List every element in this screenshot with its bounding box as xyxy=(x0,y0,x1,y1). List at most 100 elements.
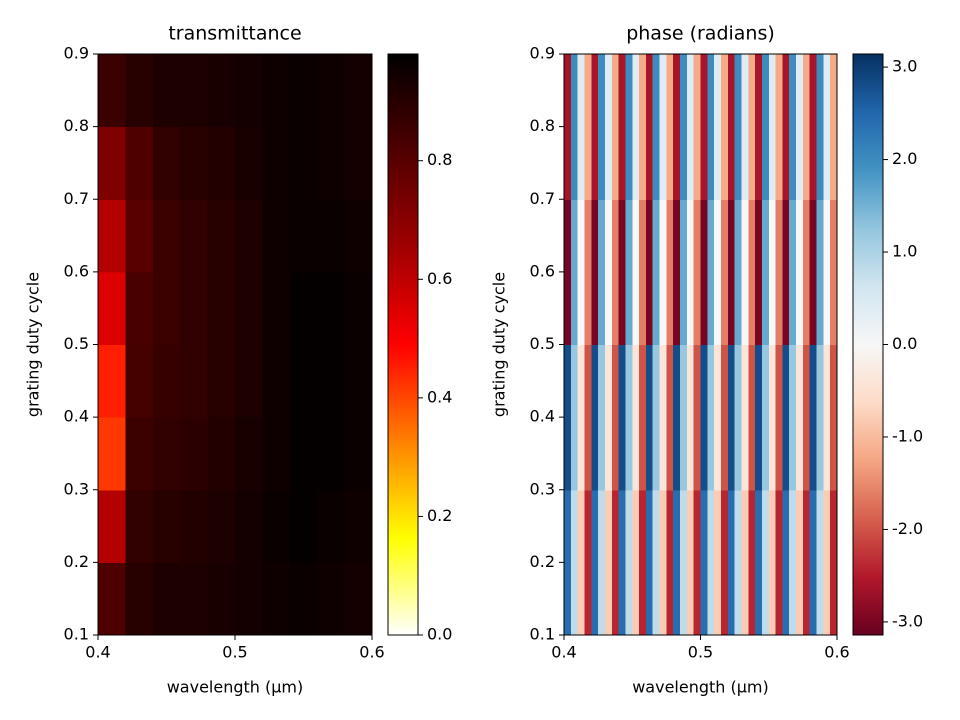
heatmap-cell xyxy=(830,489,838,636)
heatmap-cell xyxy=(700,54,708,200)
heatmap-cell xyxy=(809,344,818,491)
heatmap-cell xyxy=(768,489,777,636)
heatmap-cell xyxy=(570,199,579,346)
heatmap-cell xyxy=(344,489,373,563)
heatmap-cell xyxy=(816,54,824,200)
y-tick-label: 0.7 xyxy=(530,189,555,208)
heatmap-cell xyxy=(577,54,586,200)
heatmap-cell xyxy=(666,199,674,346)
heatmap-cell xyxy=(782,489,790,636)
heatmap-cell xyxy=(639,199,647,346)
heatmap-cell xyxy=(680,54,688,200)
colorbar xyxy=(852,53,884,636)
heatmap-cell xyxy=(235,271,263,346)
heatmap-cell xyxy=(734,344,743,491)
heatmap-cell xyxy=(584,489,592,636)
heatmap-cell xyxy=(207,126,236,200)
heatmap-cell xyxy=(604,54,613,200)
heatmap-cell xyxy=(652,199,661,346)
y-tick-label: 0.8 xyxy=(64,116,89,135)
heatmap-cell xyxy=(659,489,667,636)
heatmap-cell xyxy=(564,489,572,636)
heatmap-cell xyxy=(125,126,154,200)
heatmap-cell xyxy=(720,489,729,636)
heatmap-cell xyxy=(598,489,606,636)
heatmap-cell xyxy=(180,489,209,563)
heatmap-cell xyxy=(180,271,209,346)
heatmap-cell xyxy=(235,199,263,273)
heatmap-cell xyxy=(686,199,695,346)
heatmap-cell xyxy=(741,344,749,491)
heatmap-cell xyxy=(262,489,291,563)
colorbar-tick-label: 0.0 xyxy=(892,334,917,353)
heatmap-cell xyxy=(152,126,181,200)
heatmap-cell xyxy=(604,199,613,346)
heatmap-cell xyxy=(235,126,263,200)
heatmap-cell xyxy=(152,417,181,491)
heatmap-cell xyxy=(782,54,790,200)
heatmap-cell xyxy=(741,54,749,200)
heatmap-cell xyxy=(741,199,749,346)
heatmap-cell xyxy=(700,199,708,346)
y-axis-label: grating duty cycle xyxy=(490,272,509,417)
heatmap-cell xyxy=(802,54,811,200)
heatmap-cell xyxy=(564,199,572,346)
heatmap-cell xyxy=(207,271,236,346)
heatmap-cell xyxy=(152,562,181,636)
heatmap-cell xyxy=(720,54,729,200)
heatmap-cell xyxy=(235,417,263,491)
heatmap-cell xyxy=(789,344,797,491)
heatmap-cell xyxy=(693,344,702,491)
heatmap-cell xyxy=(639,344,647,491)
heatmap-cell xyxy=(632,199,640,346)
heatmap-cell xyxy=(289,562,318,636)
heatmap-cell xyxy=(625,199,633,346)
heatmap-cell xyxy=(768,199,777,346)
heatmap-cell xyxy=(289,417,318,491)
heatmap-cell xyxy=(289,344,318,418)
heatmap-cell xyxy=(618,344,627,491)
y-tick-label: 0.3 xyxy=(530,479,555,498)
y-tick-label: 0.5 xyxy=(64,334,89,353)
heatmap-cell xyxy=(591,344,599,491)
y-tick-label: 0.3 xyxy=(64,479,89,498)
x-tick-label: 0.6 xyxy=(359,643,384,662)
heatmap-cell xyxy=(741,489,749,636)
heatmap-cell xyxy=(700,344,708,491)
heatmap-cell xyxy=(618,54,627,200)
heatmap-cell xyxy=(686,489,695,636)
heatmap-cell xyxy=(98,126,126,200)
heatmap-cell xyxy=(611,54,620,200)
colorbar-tick-label: 2.0 xyxy=(892,149,917,168)
heatmap-cell xyxy=(180,54,209,128)
heatmap-cell xyxy=(98,271,126,346)
heatmap-cell xyxy=(639,489,647,636)
heatmap-cell xyxy=(262,126,291,200)
heatmap-cell xyxy=(734,54,743,200)
chart-title: transmittance xyxy=(168,23,301,45)
heatmap-cell xyxy=(652,54,661,200)
heatmap-cell xyxy=(180,344,209,418)
heatmap-cell xyxy=(686,54,695,200)
heatmap-cell xyxy=(611,344,620,491)
heatmap-cell xyxy=(809,199,818,346)
y-tick-label: 0.6 xyxy=(530,261,555,280)
heatmap-cell xyxy=(152,54,181,128)
heatmap-cell xyxy=(611,199,620,346)
heatmap-cell xyxy=(625,54,633,200)
heatmap-cell xyxy=(598,199,606,346)
heatmap-cell xyxy=(584,54,592,200)
heatmap-cell xyxy=(152,344,181,418)
colorbar-tick-label: 0.0 xyxy=(427,625,452,644)
heatmap-cell xyxy=(317,417,346,491)
heatmap-cell xyxy=(761,344,770,491)
x-tick-label: 0.6 xyxy=(824,643,849,662)
heatmap-cell xyxy=(262,199,291,273)
colorbar-tick-label: 0.6 xyxy=(427,269,452,288)
heatmap-cell xyxy=(693,489,702,636)
heatmap-cell xyxy=(809,54,818,200)
heatmap-cell xyxy=(591,54,599,200)
x-axis-label: wavelength (µm) xyxy=(632,678,769,697)
heatmap-cell xyxy=(727,344,736,491)
heatmap-cell xyxy=(666,489,674,636)
